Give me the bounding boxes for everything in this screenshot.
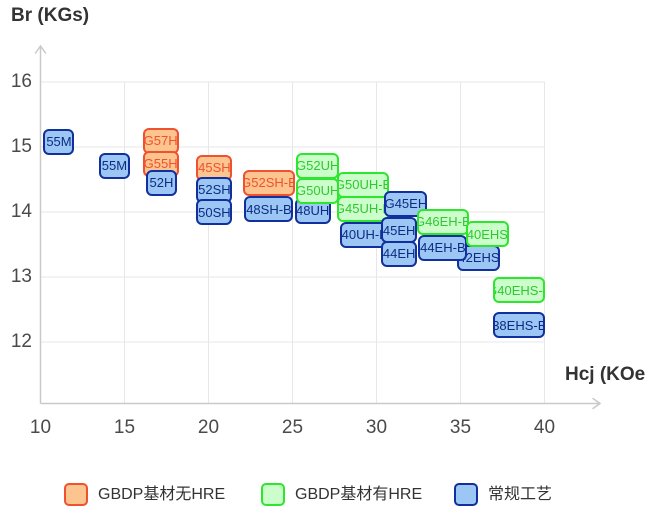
grade-box-g45uh-b: G45UH-B (337, 195, 390, 222)
legend-swatch-blue-icon (454, 483, 478, 506)
grade-box-50sh: 50SH (196, 199, 233, 225)
grade-box-48sh-b: 48SH-B (244, 196, 294, 223)
y-axis-arrow-icon (34, 44, 47, 54)
grade-box-g46eh-b: G46EH-B (416, 208, 469, 235)
y-tick-label-12: 12 (10, 331, 32, 352)
y-tick-label-15: 15 (10, 136, 32, 157)
grade-box-52sh: 52SH (196, 176, 233, 203)
grade-box-g52uh: G52UH (296, 152, 340, 179)
x-tick-label-10: 10 (29, 417, 52, 438)
legend-label-gbdp-no-hre: GBDP基材无HRE (98, 486, 226, 503)
legend-swatch-orange-icon (64, 483, 88, 506)
y-axis-title: Br (KGs) (11, 5, 90, 26)
x-axis-title: Hcj (KOe) (565, 364, 645, 385)
legend-swatch-green-icon (261, 483, 285, 506)
legend-label-gbdp-hre: GBDP基材有HRE (295, 486, 423, 503)
legend-item-gbdp-no-hre[interactable]: GBDP基材无HRE (64, 483, 225, 506)
grade-box-45eh: 45EH (381, 217, 418, 244)
x-axis-arrow-icon (592, 397, 602, 410)
x-tick-label-15: 15 (113, 417, 136, 438)
grade-box-40ehs: 40EHS (465, 221, 509, 248)
grade-box-g50uh-b: G50UH-B (337, 171, 390, 198)
grade-box-52h: 52H (145, 169, 177, 196)
legend-label-conventional: 常规工艺 (488, 486, 553, 503)
grade-box-55m: 55M (98, 152, 130, 179)
grade-box-g52sh-b: G52SH-B (242, 169, 295, 196)
grade-box-38ehs-b: 38EHS-B (493, 312, 546, 339)
y-tick-label-13: 13 (10, 266, 32, 287)
x-tick-label-40: 40 (533, 417, 556, 438)
grade-box-55m: 55M (43, 128, 75, 155)
grade-box-44eh-b: 44EH-B (418, 234, 468, 261)
grade-box-44eh: 44EH (381, 240, 418, 267)
legend-item-conventional[interactable]: 常规工艺 (454, 483, 552, 506)
x-tick-label-25: 25 (281, 417, 304, 438)
grade-box-g57h: G57H (142, 127, 179, 154)
legend-item-gbdp-hre[interactable]: GBDP基材有HRE (261, 483, 422, 506)
x-tick-label-35: 35 (449, 417, 472, 438)
chart-legend: GBDP基材无HRE GBDP基材有HRE 常规工艺 (0, 482, 645, 508)
y-tick-label-16: 16 (10, 71, 32, 92)
x-tick-label-20: 20 (197, 417, 220, 438)
grade-box-40uh-b: 40UH-B (340, 221, 390, 248)
x-tick-label-30: 30 (365, 417, 388, 438)
grade-box-g40ehs-b: G40EHS-B (493, 277, 546, 303)
grade-box-g50uh: G50UH (296, 177, 340, 204)
y-tick-label-14: 14 (10, 201, 32, 222)
